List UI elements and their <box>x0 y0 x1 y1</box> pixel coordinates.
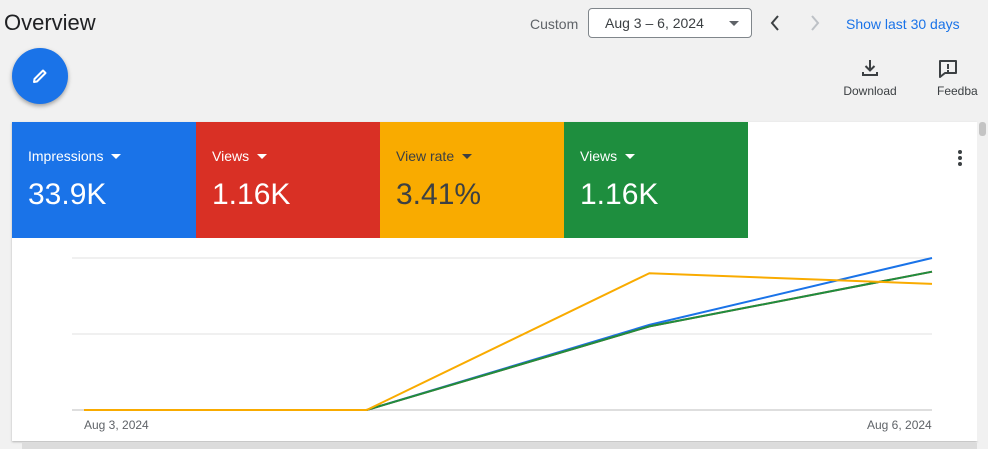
feedback-button[interactable]: Feedba <box>937 58 988 98</box>
metric-tile-views-2[interactable]: Views 1.16K <box>564 122 748 238</box>
metric-value: 1.16K <box>212 178 291 211</box>
chevron-down-icon <box>729 21 739 26</box>
more-options-button[interactable] <box>950 148 970 168</box>
feedback-label: Feedba <box>937 84 978 98</box>
metric-value: 33.9K <box>28 178 107 211</box>
caret-down-icon <box>111 153 122 159</box>
date-range-value: Aug 3 – 6, 2024 <box>605 15 704 31</box>
caret-down-icon <box>462 153 473 159</box>
x-tick-label-start: Aug 3, 2024 <box>84 418 149 432</box>
show-last-30-days-link[interactable]: Show last 30 days <box>846 16 960 32</box>
chevron-right-icon <box>811 15 820 31</box>
scrollbar-thumb[interactable] <box>979 122 986 136</box>
metric-tile-impressions[interactable]: Impressions 33.9K <box>12 122 196 238</box>
download-label: Download <box>843 84 897 98</box>
download-icon <box>862 60 878 76</box>
edit-fab-button[interactable] <box>12 48 68 104</box>
metric-tile-views[interactable]: Views 1.16K <box>196 122 380 238</box>
horizontal-scrollbar[interactable] <box>22 443 977 449</box>
pencil-icon <box>33 69 47 83</box>
series-line-2 <box>84 272 933 411</box>
metric-value: 1.16K <box>580 178 659 211</box>
feedback-icon <box>939 60 957 78</box>
caret-down-icon <box>625 153 636 159</box>
metric-label: Views <box>212 148 250 164</box>
more-vert-icon <box>958 150 962 166</box>
date-range-select[interactable]: Aug 3 – 6, 2024 <box>588 8 752 38</box>
metric-tile-view-rate[interactable]: View rate 3.41% <box>380 122 564 238</box>
vertical-scrollbar[interactable] <box>977 122 988 441</box>
line-chart <box>72 257 933 411</box>
caret-down-icon <box>257 153 268 159</box>
metric-label: Impressions <box>28 148 104 164</box>
metric-label: Views <box>580 148 618 164</box>
overview-card: Impressions 33.9K Views 1.16K View rate … <box>12 122 977 441</box>
next-period-button[interactable] <box>804 12 826 34</box>
metric-label: View rate <box>396 148 455 164</box>
chevron-left-icon <box>770 15 779 31</box>
x-tick-label-end: Aug 6, 2024 <box>867 418 932 432</box>
previous-period-button[interactable] <box>764 12 786 34</box>
metric-value: 3.41% <box>396 178 482 211</box>
page-title: Overview <box>4 10 96 35</box>
range-type-label: Custom <box>530 16 579 32</box>
download-button[interactable]: Download <box>842 58 898 98</box>
